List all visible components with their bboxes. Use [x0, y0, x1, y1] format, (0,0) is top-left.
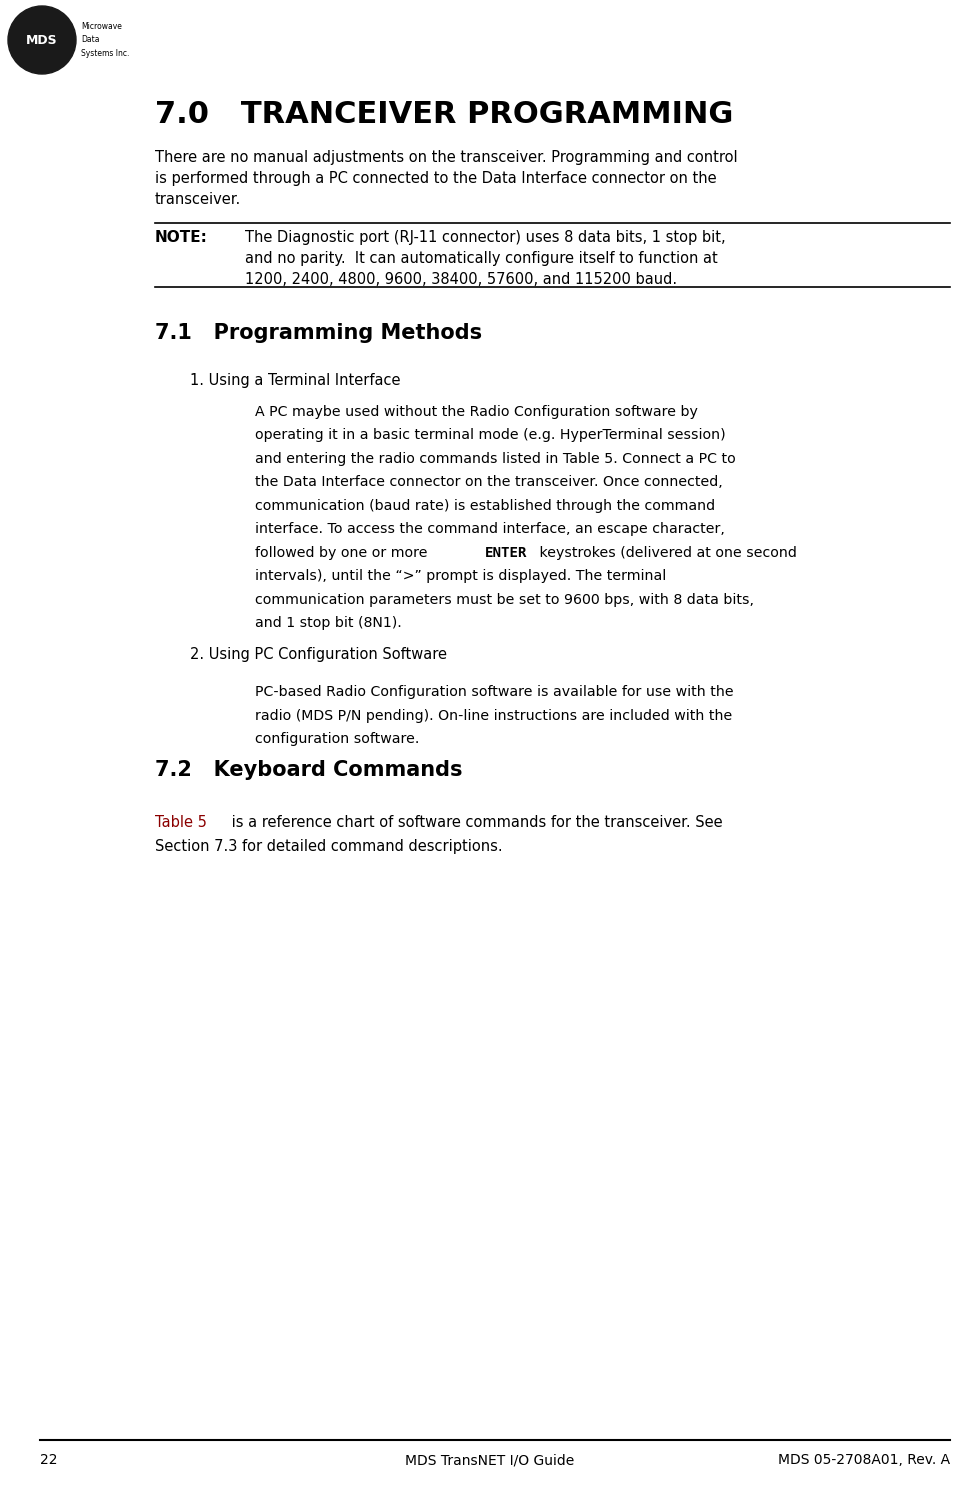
Text: followed by one or more: followed by one or more	[255, 546, 432, 561]
Text: 7.2   Keyboard Commands: 7.2 Keyboard Commands	[155, 761, 463, 780]
Text: Microwave: Microwave	[81, 22, 122, 31]
Text: MDS TransNET I/O Guide: MDS TransNET I/O Guide	[406, 1453, 574, 1467]
Text: keystrokes (delivered at one second: keystrokes (delivered at one second	[535, 546, 797, 561]
Text: NOTE:: NOTE:	[155, 230, 208, 245]
Text: 1. Using a Terminal Interface: 1. Using a Terminal Interface	[190, 372, 401, 389]
Text: MDS: MDS	[26, 33, 58, 46]
Text: 2. Using PC Configuration Software: 2. Using PC Configuration Software	[190, 647, 447, 662]
Text: communication (baud rate) is established through the command: communication (baud rate) is established…	[255, 499, 715, 513]
Text: operating it in a basic terminal mode (e.g. HyperTerminal session): operating it in a basic terminal mode (e…	[255, 429, 725, 443]
Text: configuration software.: configuration software.	[255, 733, 419, 746]
Text: is a reference chart of software commands for the transceiver. See: is a reference chart of software command…	[227, 815, 722, 830]
Text: interface. To access the command interface, an escape character,: interface. To access the command interfa…	[255, 522, 725, 537]
Text: Section 7.3 for detailed command descriptions.: Section 7.3 for detailed command descrip…	[155, 839, 503, 854]
Text: A PC maybe used without the Radio Configuration software by: A PC maybe used without the Radio Config…	[255, 405, 698, 419]
Text: Data: Data	[81, 36, 100, 45]
Text: 7.1   Programming Methods: 7.1 Programming Methods	[155, 323, 482, 342]
Text: 22: 22	[40, 1453, 58, 1467]
Text: the Data Interface connector on the transceiver. Once connected,: the Data Interface connector on the tran…	[255, 475, 722, 489]
Text: Table 5: Table 5	[155, 815, 207, 830]
Text: MDS 05-2708A01, Rev. A: MDS 05-2708A01, Rev. A	[778, 1453, 950, 1467]
Text: Systems Inc.: Systems Inc.	[81, 48, 129, 57]
Text: The Diagnostic port (RJ-11 connector) uses 8 data bits, 1 stop bit,
and no parit: The Diagnostic port (RJ-11 connector) us…	[245, 230, 725, 287]
Text: 7.0   TRANCEIVER PROGRAMMING: 7.0 TRANCEIVER PROGRAMMING	[155, 100, 733, 129]
Text: PC-based Radio Configuration software is available for use with the: PC-based Radio Configuration software is…	[255, 685, 734, 700]
Text: There are no manual adjustments on the transceiver. Programming and control
is p: There are no manual adjustments on the t…	[155, 150, 738, 206]
Text: radio (MDS P/N pending). On-line instructions are included with the: radio (MDS P/N pending). On-line instruc…	[255, 709, 732, 722]
Text: communication parameters must be set to 9600 bps, with 8 data bits,: communication parameters must be set to …	[255, 594, 754, 607]
Text: and 1 stop bit (8N1).: and 1 stop bit (8N1).	[255, 616, 402, 631]
Circle shape	[8, 6, 76, 73]
Text: and entering the radio commands listed in Table 5. Connect a PC to: and entering the radio commands listed i…	[255, 451, 736, 466]
Text: intervals), until the “>” prompt is displayed. The terminal: intervals), until the “>” prompt is disp…	[255, 570, 666, 583]
Text: ENTER: ENTER	[485, 546, 527, 561]
